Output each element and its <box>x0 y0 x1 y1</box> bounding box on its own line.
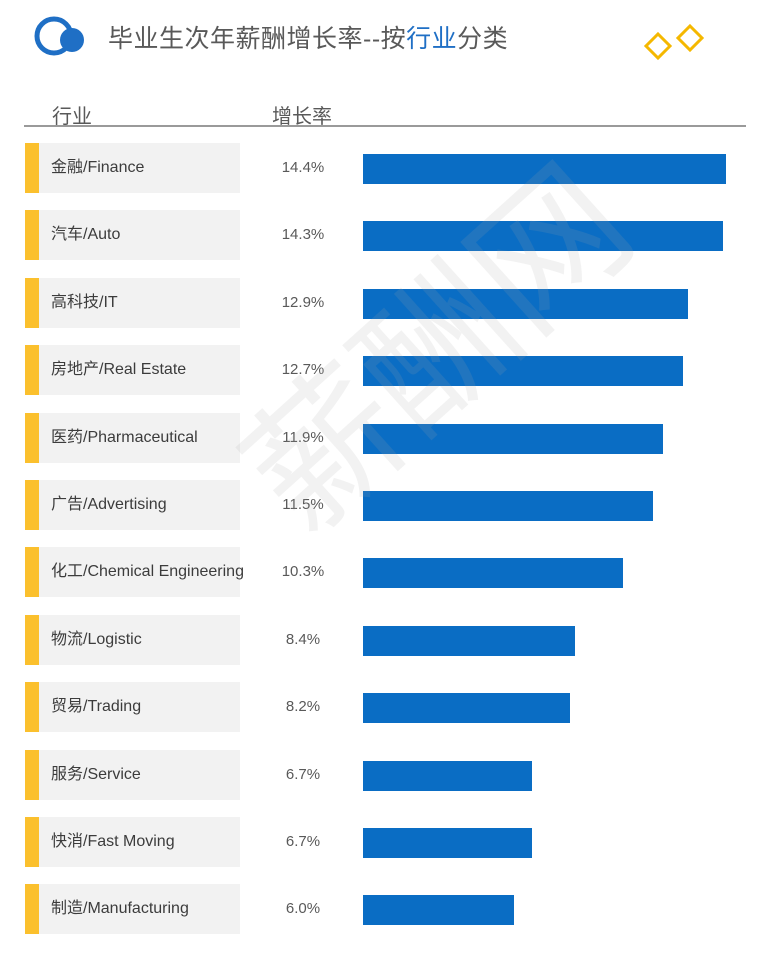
category-label: 金融/Finance <box>51 159 145 176</box>
chart-row: 化工/Chemical Engineering 10.3% <box>0 547 766 597</box>
value-label: 11.5% <box>282 496 324 513</box>
value-label: 6.0% <box>285 900 321 917</box>
category-label: 广告/Advertising <box>51 496 167 513</box>
category-label-cell: 物流/Logistic <box>39 615 240 665</box>
column-header-growth: 增长率 <box>272 106 332 128</box>
value-label: 14.3% <box>281 226 325 243</box>
bar <box>363 289 688 319</box>
row-accent-tick <box>25 750 39 800</box>
category-label: 物流/Logistic <box>51 631 142 648</box>
category-label-cell: 制造/Manufacturing <box>39 884 240 934</box>
category-label-cell: 金融/Finance <box>39 143 240 193</box>
chart-row: 金融/Finance 14.4% <box>0 143 766 193</box>
value-label: 8.2% <box>285 698 321 715</box>
bar <box>363 491 653 521</box>
decorative-diamonds-icon <box>643 23 705 61</box>
category-label: 化工/Chemical Engineering <box>51 563 244 580</box>
value-label: 8.4% <box>285 631 321 648</box>
row-accent-tick <box>25 547 39 597</box>
row-accent-tick <box>25 345 39 395</box>
bar <box>363 154 726 184</box>
category-label-cell: 医药/Pharmaceutical <box>39 413 240 463</box>
chart-row: 服务/Service 6.7% <box>0 750 766 800</box>
category-label: 医药/Pharmaceutical <box>51 429 198 446</box>
category-label: 贸易/Trading <box>51 698 142 715</box>
value-label: 6.7% <box>285 766 321 783</box>
category-label-cell: 广告/Advertising <box>39 480 240 530</box>
value-label: 6.7% <box>285 833 321 850</box>
category-label-cell: 化工/Chemical Engineering <box>39 547 244 597</box>
bar <box>363 693 570 723</box>
chart-row: 房地产/Real Estate 12.7% <box>0 345 766 395</box>
bar <box>363 626 575 656</box>
category-label: 服务/Service <box>51 766 141 783</box>
chart-row: 快消/Fast Moving 6.7% <box>0 817 766 867</box>
row-accent-tick <box>25 413 39 463</box>
row-accent-tick <box>25 884 39 934</box>
title-highlight: 行业 <box>406 25 458 53</box>
brand-logo-icon <box>34 16 84 56</box>
category-label-cell: 快消/Fast Moving <box>39 817 240 867</box>
bar <box>363 761 532 791</box>
category-label-cell: 高科技/IT <box>39 278 240 328</box>
row-accent-tick <box>25 682 39 732</box>
chart-row: 汽车/Auto 14.3% <box>0 210 766 260</box>
category-label: 房地产/Real Estate <box>51 361 187 378</box>
category-label: 高科技/IT <box>51 294 118 311</box>
row-accent-tick <box>25 615 39 665</box>
row-accent-tick <box>25 143 39 193</box>
value-label: 11.9% <box>282 429 324 446</box>
chart-row: 物流/Logistic 8.4% <box>0 615 766 665</box>
header-divider <box>24 125 746 127</box>
bar <box>363 424 663 454</box>
chart-row: 广告/Advertising 11.5% <box>0 480 766 530</box>
value-label: 10.3% <box>281 563 325 580</box>
page-title: 毕业生次年薪酬增长率--按行业分类 <box>108 19 508 55</box>
category-label: 制造/Manufacturing <box>51 900 189 917</box>
chart-row: 医药/Pharmaceutical 11.9% <box>0 413 766 463</box>
chart-row: 制造/Manufacturing 6.0% <box>0 884 766 934</box>
chart-row: 贸易/Trading 8.2% <box>0 682 766 732</box>
value-label: 12.7% <box>281 361 325 378</box>
category-label: 汽车/Auto <box>51 226 121 243</box>
row-accent-tick <box>25 278 39 328</box>
category-label-cell: 汽车/Auto <box>39 210 240 260</box>
category-label-cell: 房地产/Real Estate <box>39 345 240 395</box>
category-label-cell: 贸易/Trading <box>39 682 240 732</box>
bar <box>363 558 623 588</box>
category-label: 快消/Fast Moving <box>51 833 175 850</box>
bar <box>363 828 532 858</box>
bar <box>363 356 683 386</box>
title-suffix: 分类 <box>457 25 509 53</box>
row-accent-tick <box>25 817 39 867</box>
bar <box>363 221 723 251</box>
value-label: 12.9% <box>281 294 325 311</box>
value-label: 14.4% <box>281 159 325 176</box>
row-accent-tick <box>25 480 39 530</box>
row-accent-tick <box>25 210 39 260</box>
bar <box>363 895 514 925</box>
column-header-industry: 行业 <box>52 106 92 128</box>
category-label-cell: 服务/Service <box>39 750 240 800</box>
title-prefix: 毕业生次年薪酬增长率--按 <box>108 25 407 53</box>
chart-row: 高科技/IT 12.9% <box>0 278 766 328</box>
